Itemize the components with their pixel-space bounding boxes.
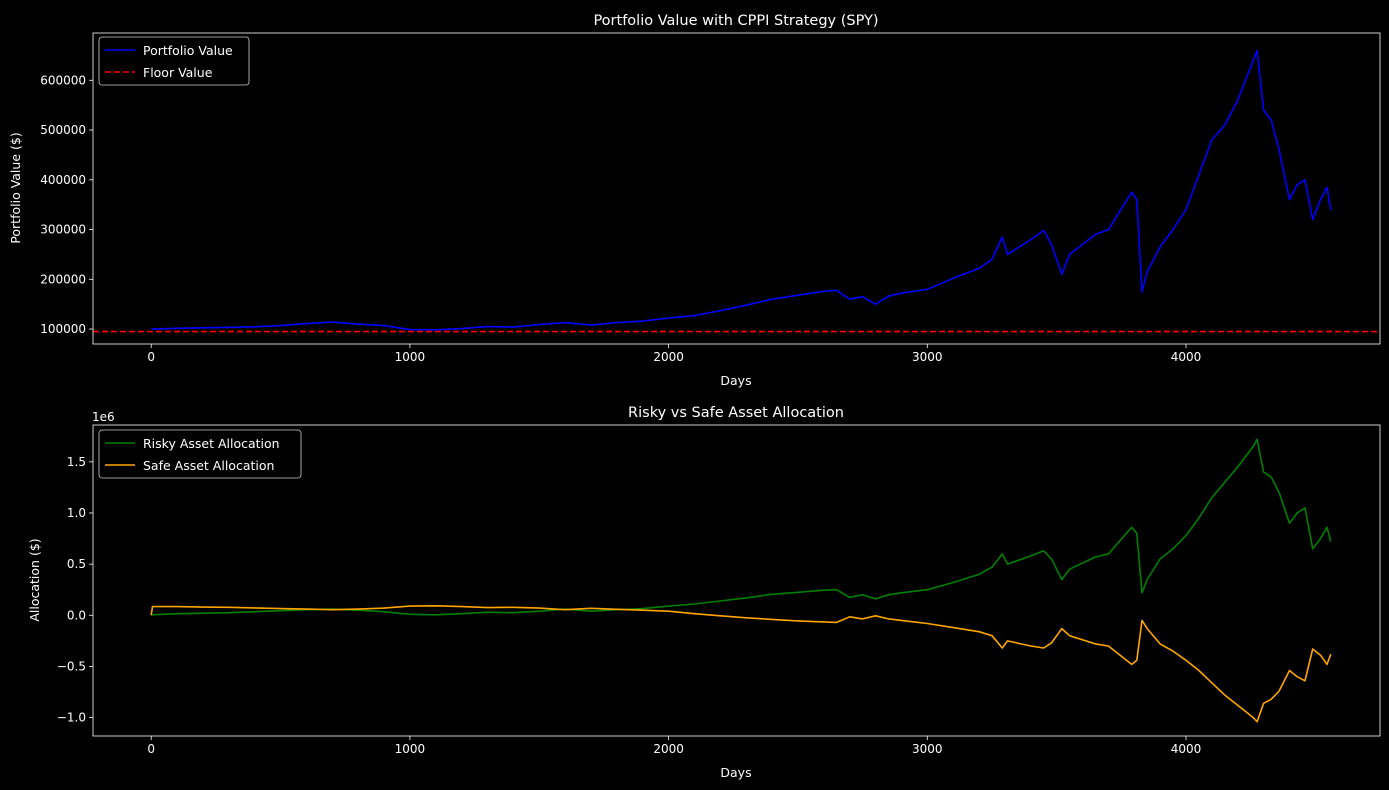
x-axis-label: Days: [720, 765, 751, 780]
x-tick-label: 4000: [1171, 350, 1202, 364]
axes-frame: [92, 424, 1381, 737]
y-axis-label: Portfolio Value ($): [8, 132, 23, 243]
x-tick-label: 0: [147, 742, 155, 756]
series-portfolio-value-line: [151, 49, 1332, 331]
x-tick-label: 3000: [912, 350, 943, 364]
chart-title: Risky vs Safe Asset Allocation: [628, 405, 844, 421]
y-tick-label: −0.5: [57, 659, 86, 673]
y-axis-label: Allocation ($): [27, 538, 42, 621]
chart-title: Portfolio Value with CPPI Strategy (SPY): [593, 13, 878, 29]
y-axis-offset-text: 1e6: [92, 410, 115, 424]
y-tick-label: 1.0: [67, 506, 86, 520]
y-tick-label: 200000: [40, 272, 86, 286]
series-risky-asset-allocation-line: [151, 438, 1332, 616]
x-tick-label: 1000: [395, 350, 426, 364]
ticks: 0 1000 2000 3000 4000 −1.0 −0.5 0.0 0.5 1.0 1.5: [57, 455, 1201, 756]
x-tick-label: 4000: [1171, 742, 1202, 756]
y-tick-label: 1.5: [67, 455, 86, 469]
x-axis-label: Days: [720, 373, 751, 388]
portfolio-value-chart: Portfolio Value with CPPI Strategy (SPY)…: [8, 13, 1381, 388]
y-tick-label: 600000: [40, 73, 86, 87]
axes-frame: [92, 32, 1381, 345]
y-tick-label: 100000: [40, 322, 86, 336]
allocation-chart: Risky vs Safe Asset Allocation 0 1000 2000…: [27, 405, 1381, 780]
x-tick-label: 2000: [653, 742, 684, 756]
legend-label-safe: Safe Asset Allocation: [143, 458, 274, 473]
legend-label-risky: Risky Asset Allocation: [143, 436, 280, 451]
legend-label-portfolio: Portfolio Value: [143, 43, 233, 58]
legend-label-floor: Floor Value: [143, 65, 213, 80]
y-tick-label: −1.0: [57, 711, 86, 725]
legend-frame: [98, 429, 302, 479]
y-tick-label: 0.0: [67, 608, 86, 622]
legend-frame: [98, 36, 250, 86]
y-tick-label: 500000: [40, 123, 86, 137]
legend: Risky Asset Allocation Safe Asset Alloca…: [98, 429, 302, 479]
legend: Portfolio Value Floor Value: [98, 36, 250, 86]
x-tick-label: 2000: [653, 350, 684, 364]
y-tick-label: 0.5: [67, 557, 86, 571]
y-tick-label: 400000: [40, 173, 86, 187]
plot-area: [93, 49, 1380, 333]
x-tick-label: 0: [147, 350, 155, 364]
y-tick-label: 300000: [40, 223, 86, 237]
series-safe-asset-allocation-line: [150, 604, 1332, 723]
ticks: 0 1000 2000 3000 4000 100000 200000 300000 40000…: [40, 73, 1201, 364]
plot-area: [150, 438, 1332, 723]
x-tick-label: 1000: [395, 742, 426, 756]
x-tick-label: 3000: [912, 742, 943, 756]
